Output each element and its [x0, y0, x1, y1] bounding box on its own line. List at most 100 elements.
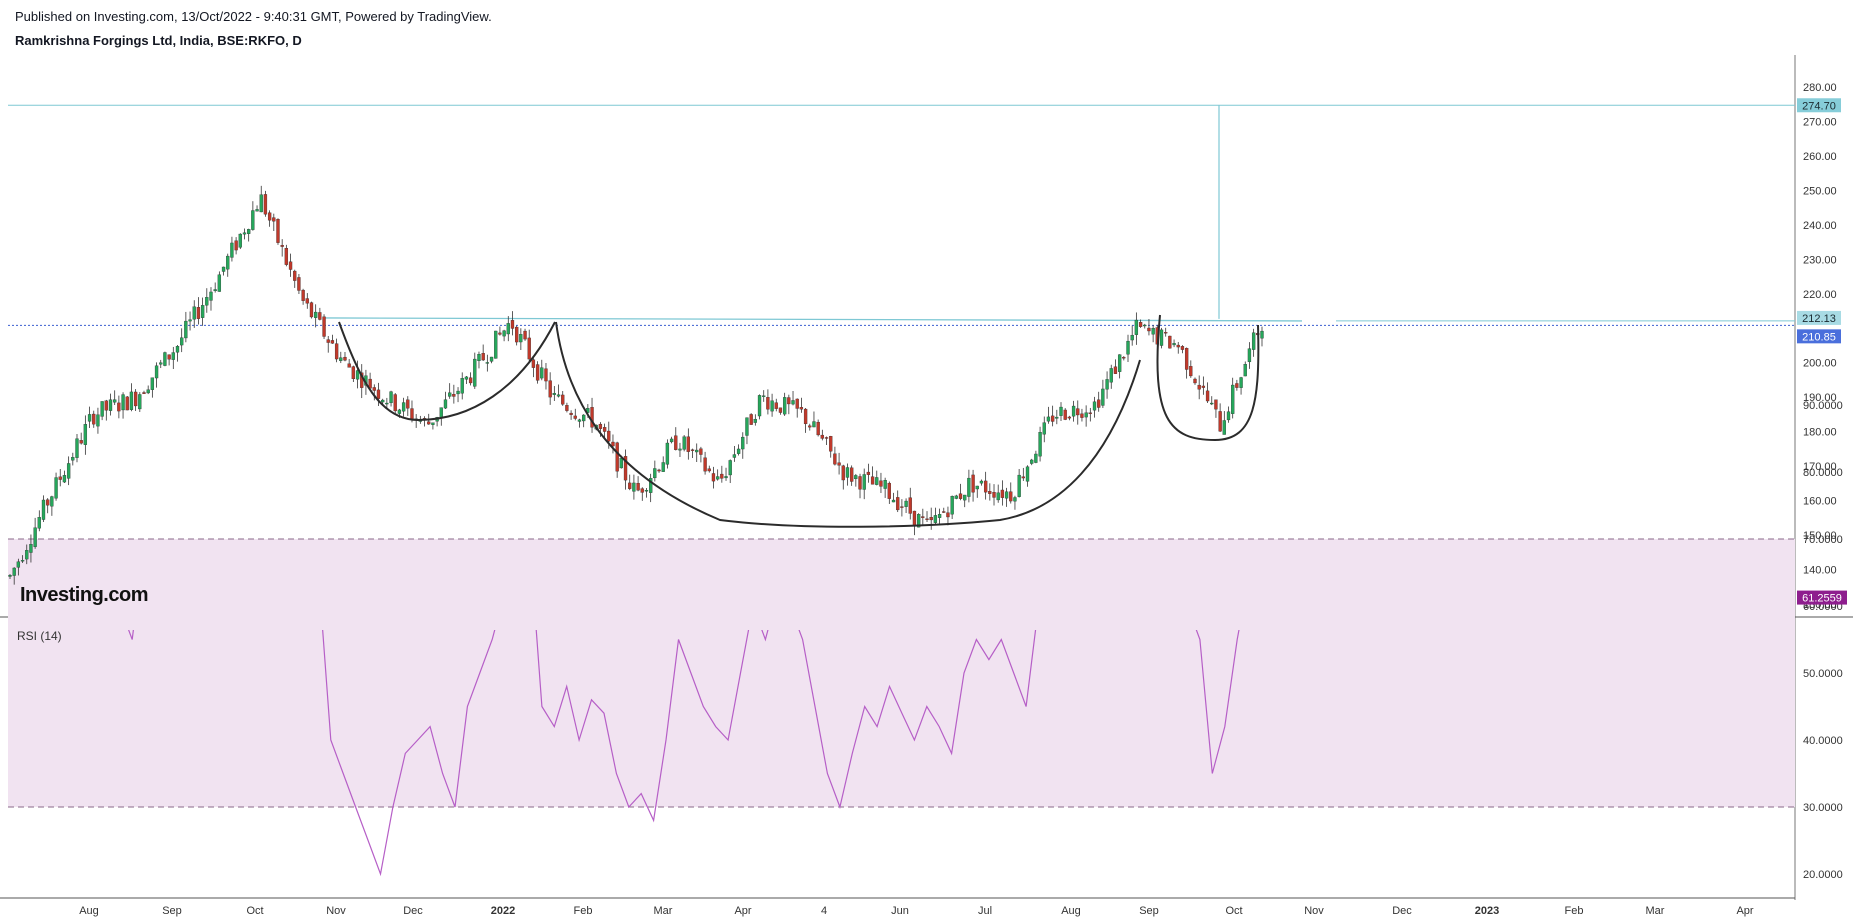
- candle-down: [1205, 390, 1210, 402]
- candle-up: [175, 346, 180, 353]
- candle-down: [1197, 384, 1201, 390]
- resistance-price-badge: 212.13: [1797, 310, 1841, 325]
- time-tick-label: Oct: [246, 905, 263, 917]
- cup-handle-pattern[interactable]: [338, 314, 1260, 528]
- time-tick-label: Nov: [326, 905, 346, 917]
- candle-up: [54, 477, 58, 499]
- time-tick-label: Mar: [1646, 905, 1665, 917]
- candle-up: [251, 210, 255, 230]
- candle-down: [376, 389, 381, 399]
- candle-up: [238, 233, 242, 248]
- time-tick-label: Oct: [1225, 905, 1242, 917]
- candle-up: [1055, 416, 1059, 419]
- candle-down: [1097, 399, 1101, 408]
- candle-down: [196, 307, 201, 319]
- time-tick-label: 4: [821, 905, 827, 917]
- large-cup-curve[interactable]: [555, 321, 1141, 528]
- small-cup-curve[interactable]: [338, 321, 556, 422]
- published-caption: Published on Investing.com, 13/Oct/2022 …: [15, 9, 492, 24]
- candle-down: [276, 218, 280, 243]
- candle-up: [1151, 328, 1155, 335]
- rsi-tick-label: 80.0000: [1803, 467, 1843, 479]
- candle-down: [611, 441, 615, 447]
- candle-up: [242, 232, 247, 235]
- candle-down: [833, 453, 837, 465]
- time-tick-label: 2023: [1475, 905, 1499, 917]
- candle-down: [410, 408, 414, 420]
- candle-up: [184, 320, 188, 339]
- candle-down: [707, 468, 711, 472]
- price-tick-label: 180.00: [1803, 427, 1837, 439]
- candle-down: [849, 467, 854, 482]
- rsi-line: [128, 630, 1240, 877]
- price-tick-label: 170.00: [1803, 461, 1837, 473]
- price-tick-label: 220.00: [1803, 289, 1837, 301]
- handle-curve[interactable]: [1156, 314, 1260, 442]
- time-tick-label: Nov: [1304, 905, 1324, 917]
- candle-down: [481, 353, 485, 361]
- candle-down: [841, 465, 845, 481]
- candle-down: [766, 397, 770, 410]
- candle-down: [301, 289, 305, 301]
- candle-down: [971, 474, 975, 493]
- target-price-badge: 274.70: [1797, 98, 1841, 113]
- candle-up: [716, 476, 720, 480]
- candle-down: [1122, 357, 1126, 359]
- candle-down: [1164, 332, 1168, 334]
- candle-up: [255, 209, 259, 212]
- candle-up: [916, 514, 921, 528]
- candle-down: [565, 405, 569, 411]
- candle-up: [552, 392, 556, 395]
- candle-up: [996, 492, 1000, 501]
- candle-down: [808, 425, 812, 428]
- candle-up: [736, 448, 741, 454]
- candle-down: [318, 312, 322, 320]
- candle-down: [816, 421, 820, 436]
- candle-up: [661, 462, 665, 472]
- candle-up: [1004, 491, 1009, 499]
- candle-up: [791, 400, 795, 405]
- candle-up: [200, 305, 205, 318]
- candle-up: [1243, 364, 1247, 377]
- last-price-badge-label: 210.85: [1802, 331, 1836, 343]
- time-tick-label: 2022: [491, 905, 515, 917]
- candle-down: [142, 392, 146, 394]
- candle-up: [845, 467, 850, 478]
- time-tick-label: Aug: [79, 905, 99, 917]
- price-tick-label: 250.00: [1803, 185, 1837, 197]
- candle-up: [762, 395, 766, 397]
- candle-down: [870, 476, 875, 485]
- time-tick-label: Jun: [891, 905, 909, 917]
- candle-up: [1034, 453, 1038, 463]
- candle-up: [401, 402, 406, 412]
- candle-up: [954, 495, 958, 499]
- candle-up: [66, 463, 71, 479]
- candle-up: [50, 496, 54, 507]
- candle-down: [1088, 412, 1092, 414]
- candle-up: [8, 575, 12, 577]
- candle-up: [728, 460, 732, 476]
- time-tick-label: Aug: [1061, 905, 1081, 917]
- candle-up: [230, 242, 234, 258]
- candle-down: [79, 440, 83, 444]
- candle-up: [967, 477, 971, 497]
- candle-up: [96, 414, 100, 427]
- candle-up: [464, 376, 469, 380]
- candle-up: [741, 436, 745, 450]
- candle-up: [1231, 384, 1235, 414]
- candle-up: [259, 194, 263, 213]
- price-tick-label: 270.00: [1803, 116, 1837, 128]
- price-tick-label: 280.00: [1803, 82, 1837, 94]
- candle-down: [774, 402, 778, 409]
- candle-down: [1193, 378, 1197, 384]
- resistance-trendline[interactable]: [324, 317, 1303, 322]
- candle-down: [858, 476, 862, 490]
- candle-up: [355, 370, 360, 380]
- candle-up: [632, 482, 636, 492]
- candle-up: [782, 397, 787, 415]
- rsi-tick-label: 30.0000: [1803, 802, 1843, 814]
- candle-up: [1130, 334, 1134, 341]
- price-tick-label: 200.00: [1803, 358, 1837, 370]
- target-price-badge-label: 274.70: [1802, 100, 1836, 112]
